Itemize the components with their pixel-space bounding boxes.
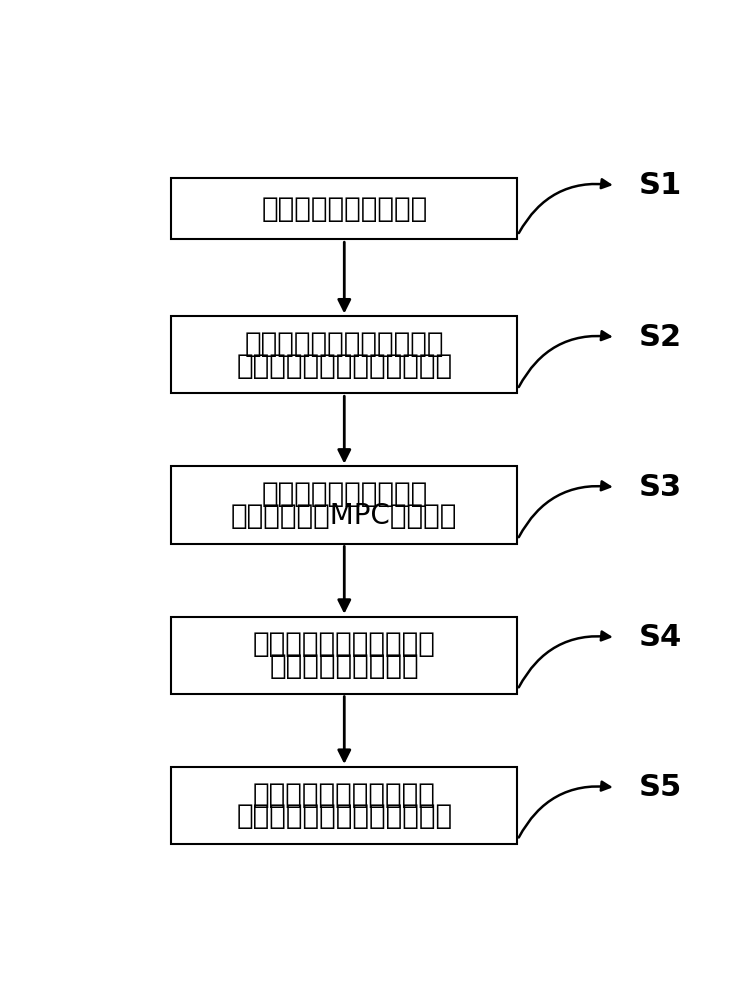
Text: 所述自适应微网优化调度模型: 所述自适应微网优化调度模型 (236, 802, 452, 830)
Text: 对所述自适应微网优化: 对所述自适应微网优化 (261, 480, 428, 508)
FancyBboxPatch shape (171, 767, 518, 844)
Text: 获取随机线性控制系统: 获取随机线性控制系统 (261, 195, 428, 223)
FancyBboxPatch shape (171, 178, 518, 239)
Text: 调度模型进行MPC优化调度: 调度模型进行MPC优化调度 (231, 502, 457, 530)
Text: 调度模型的约束条件: 调度模型的约束条件 (270, 652, 419, 680)
Text: 基于所述随机线性控制系统: 基于所述随机线性控制系统 (244, 330, 444, 358)
FancyBboxPatch shape (171, 617, 518, 694)
Text: S4: S4 (638, 623, 682, 652)
FancyArrowPatch shape (519, 481, 610, 537)
Text: S2: S2 (638, 323, 682, 352)
FancyBboxPatch shape (171, 466, 518, 544)
FancyBboxPatch shape (171, 316, 518, 393)
Text: 求解满足所述约束条件的: 求解满足所述约束条件的 (253, 781, 436, 809)
Text: 获取所述自适应微网优化: 获取所述自适应微网优化 (253, 630, 436, 658)
Text: 构建自适应微网优化调度模型: 构建自适应微网优化调度模型 (236, 352, 452, 380)
Text: S1: S1 (638, 171, 682, 200)
Text: S5: S5 (638, 773, 682, 802)
FancyArrowPatch shape (519, 632, 610, 687)
FancyArrowPatch shape (519, 782, 610, 837)
Text: S3: S3 (638, 473, 682, 502)
FancyArrowPatch shape (519, 331, 610, 387)
FancyArrowPatch shape (519, 179, 610, 233)
